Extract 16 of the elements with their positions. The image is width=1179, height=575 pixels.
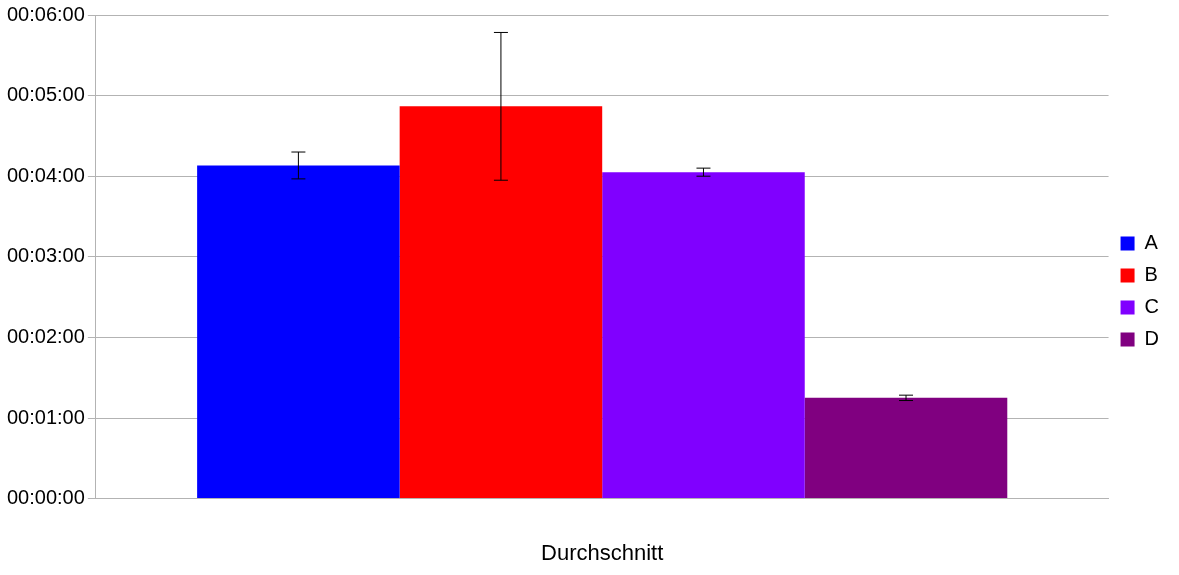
bar — [399, 106, 603, 499]
legend-label: D — [1144, 327, 1160, 350]
y-tick-label: 00:04:00 — [6, 163, 85, 186]
legend-label: C — [1144, 295, 1160, 318]
legend-label: B — [1144, 263, 1158, 286]
bar — [804, 397, 1008, 499]
y-tick-label: 00:01:00 — [6, 405, 85, 428]
legend-label: A — [1144, 231, 1159, 254]
bar — [602, 172, 805, 499]
y-tick-label: 00:05:00 — [6, 83, 85, 106]
y-tick-label: 00:00:00 — [6, 486, 85, 509]
y-tick-label: 00:02:00 — [6, 324, 85, 347]
y-tick-label: 00:06:00 — [6, 2, 85, 25]
bar — [197, 165, 400, 499]
x-axis-title: Durchschnitt — [541, 539, 664, 565]
y-tick-label: 00:03:00 — [6, 244, 85, 267]
